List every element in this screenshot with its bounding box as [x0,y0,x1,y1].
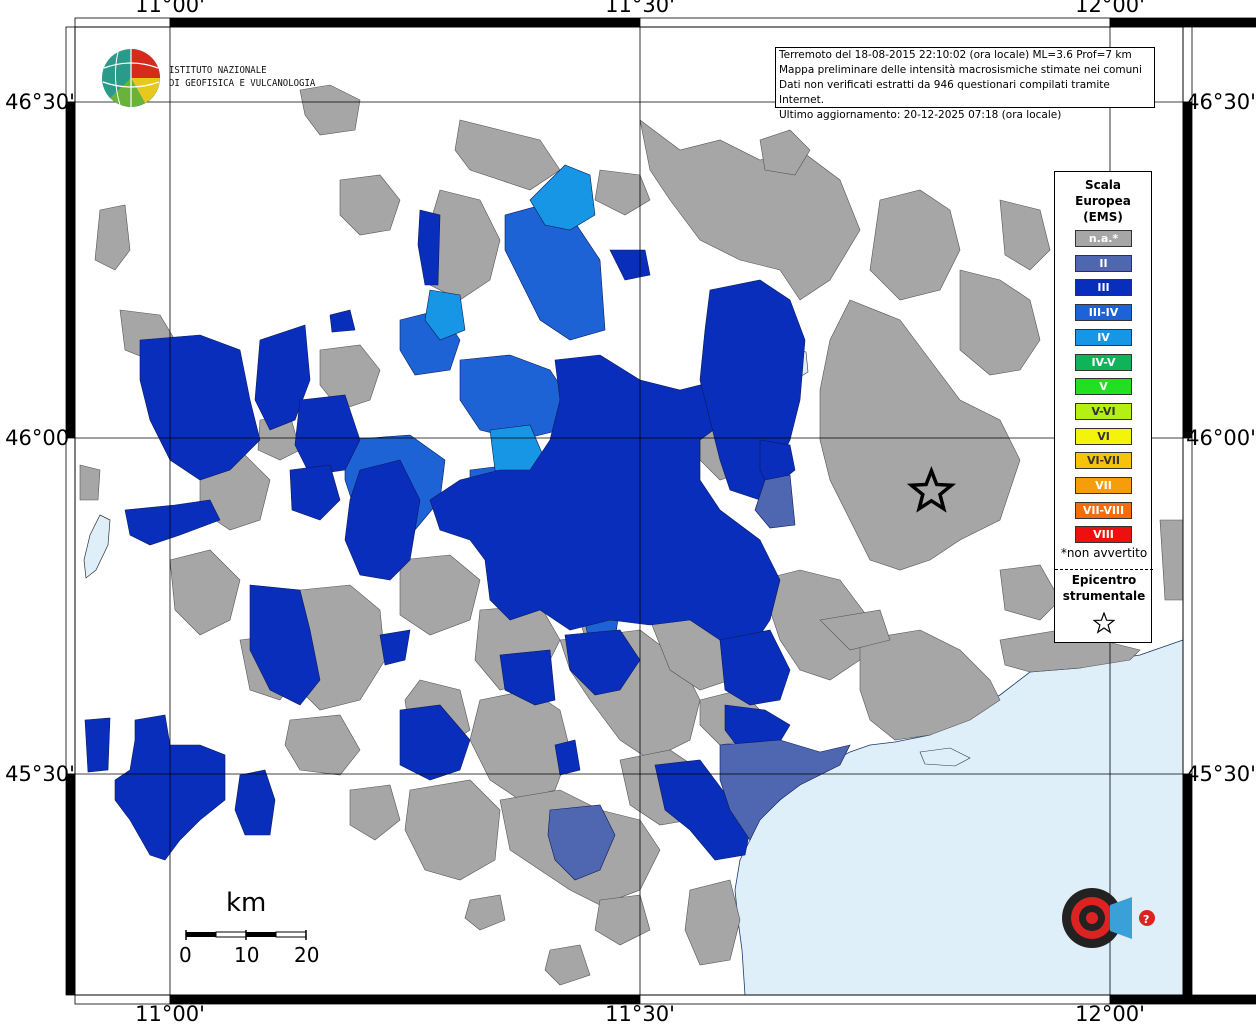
frame-segment-top [639,17,1111,28]
longitude-label: 12°00' [1075,0,1145,17]
legend-star-icon [1093,612,1115,634]
institute-line2: DI GEOFISICA E VULCANOLOGIA [169,78,316,89]
municipalities-ems-II [547,474,851,881]
legend-separator [1055,569,1153,570]
scale-label-0: 0 [179,943,192,967]
frame-segment-right [1182,773,1193,996]
haisentito-logo-icon: ? [1062,888,1155,948]
legend-title-line3: (EMS) [1083,210,1123,224]
svg-text:?: ? [1143,913,1149,926]
ingv-logo-icon [102,49,160,107]
frame-segment-top [74,17,171,28]
legend-item: V-VI [1075,402,1132,420]
frame-segment-bottom [639,994,1111,1005]
legend-item: III [1075,279,1132,297]
legend-item: III-IV [1075,304,1132,322]
frame-segment-left [65,773,76,996]
longitude-label: 11°30' [605,1002,675,1024]
latitude-label: 46°30' [5,90,75,114]
municipalities-not-felt [79,84,1184,986]
ems-legend: Scala Europea (EMS) n.a.* II III III-IV IV IV… [1054,171,1153,643]
legend-epicenter-title: Epicentro strumentale [1055,572,1153,604]
event-info-line2: Mappa preliminare delle intensità macros… [779,64,1142,76]
frame-segment-bottom [1109,994,1256,1005]
legend-title-line1: Scala [1084,178,1122,192]
legend-epicenter-line2: strumentale [1062,589,1146,603]
legend-title: Scala Europea (EMS) [1055,177,1151,225]
legend-item: VIII [1075,526,1132,544]
coordinate-labels: 11°00'11°00'11°30'11°30'12°00'12°00'12°3… [5,0,1256,1024]
scale-label-20: 20 [294,943,320,967]
frame-segment-left [65,101,76,439]
latitude-label: 45°30' [1186,762,1256,786]
frame-segment-right [1182,437,1193,775]
legend-item: IV-V [1075,353,1132,371]
frame-segment-bottom [169,994,641,1005]
legend-item: VII-VIII [1075,501,1132,519]
legend-item: n.a.* [1075,230,1132,247]
frame-segment-right [1182,101,1193,439]
lagoon-caorle [919,747,971,767]
longitude-label: 11°00' [135,1002,205,1024]
institute-line1: ISTITUTO NAZIONALE [169,65,267,76]
scale-bar [185,930,307,940]
legend-note: *non avvertito [1060,546,1148,560]
longitude-label: 11°30' [605,0,675,17]
legend-item: V [1075,378,1132,396]
legend-title-line2: Europea [1075,194,1131,208]
longitude-label: 12°00' [1075,1002,1145,1024]
event-info-line4: Ultimo aggiornamento: 20-12-2025 07:18 (… [779,109,1062,121]
map-frame [65,17,1256,1005]
event-info-box: Terremoto del 18-08-2015 22:10:02 (ora l… [775,47,1155,121]
latitude-label: 45°30' [5,762,75,786]
legend-item: VII [1075,477,1132,494]
lake-garda [83,514,111,579]
frame-segment-top [169,17,641,28]
scale-unit-label: km [226,888,267,918]
map-border [74,26,1184,996]
municipalities-ems-III [84,209,806,861]
legend-item: II [1075,254,1132,272]
legend-item: VI-VII [1075,452,1132,470]
scale-label-10: 10 [234,943,260,967]
frame-segment-left [65,437,76,775]
event-info-line1: Terremoto del 18-08-2015 22:10:02 (ora l… [779,49,1132,61]
institute-name: ISTITUTO NAZIONALE DI GEOFISICA E VULCAN… [169,64,315,90]
epicenter-star-icon [906,465,957,513]
latitude-label: 46°00' [1186,426,1256,450]
legend-epicenter-line1: Epicentro [1071,573,1137,587]
longitude-label: 11°00' [135,0,205,17]
frame-segment-top [1109,17,1256,28]
event-info-line3: Dati non verificati estratti da 946 ques… [779,79,1110,106]
latitude-label: 46°30' [1186,90,1256,114]
latitude-label: 46°00' [5,426,75,450]
legend-item: IV [1075,328,1132,346]
legend-item: VI [1075,427,1132,445]
